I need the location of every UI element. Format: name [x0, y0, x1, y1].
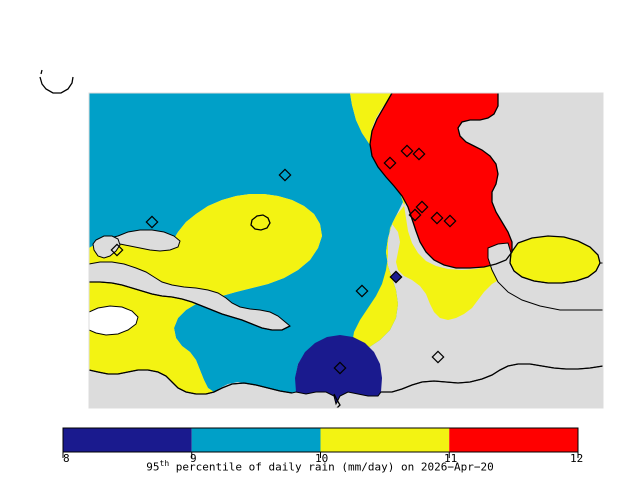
colorbar-tick-label-4: 12 — [570, 452, 584, 465]
region-band-9-10 — [89, 93, 407, 394]
colorbar-segment-10-11[interactable] — [320, 428, 450, 452]
colorbar-segment-8-9[interactable] — [63, 428, 192, 452]
station-marker[interactable] — [355, 284, 369, 298]
station-marker[interactable] — [430, 211, 444, 225]
colorbar-panel — [0, 420, 640, 480]
region-band-11-12 — [370, 93, 512, 268]
station-marker[interactable] — [400, 144, 414, 158]
colorbar-tick-label-3: 11 — [444, 452, 458, 465]
colorbar-tick-label-2: 10 — [315, 452, 329, 465]
map-panel — [39, 69, 604, 409]
colorbar-tick-label-0: 8 — [63, 452, 70, 465]
land-white-lake — [89, 305, 139, 336]
coastline-fragment-northwest — [39, 76, 74, 94]
colorbar-tick-label-1: 9 — [190, 452, 197, 465]
coastline-fragment-tick — [40, 69, 43, 75]
station-marker[interactable] — [443, 214, 457, 228]
colorbar-caption: 95th percentile of daily rain (mm/day) o… — [0, 459, 640, 474]
station-marker[interactable] — [415, 200, 429, 214]
region-band-10-11-east-island — [510, 236, 600, 283]
station-marker[interactable] — [145, 215, 159, 229]
station-markers — [110, 144, 457, 375]
map-frame — [88, 92, 604, 409]
station-marker[interactable] — [383, 156, 397, 170]
caption-superscript: th — [159, 459, 170, 468]
coastline-south-spit — [333, 393, 341, 408]
colorbar — [62, 427, 579, 458]
station-marker[interactable] — [412, 147, 426, 161]
station-marker[interactable] — [408, 208, 422, 222]
coastline-east-island — [509, 235, 601, 284]
caption-rest: percentile of daily rain (mm/day) on 202… — [169, 460, 494, 474]
colorbar-segment-9-10[interactable] — [191, 428, 321, 452]
station-marker-filled[interactable] — [389, 270, 403, 284]
coastline-south-east — [381, 363, 603, 393]
station-marker[interactable] — [278, 168, 292, 182]
station-marker[interactable] — [110, 243, 124, 257]
station-marker[interactable] — [431, 350, 445, 364]
colorbar-segment-11-12[interactable] — [449, 428, 578, 452]
caption-prefix: 95 — [146, 460, 160, 474]
contour-map — [39, 69, 604, 409]
coastline-inland-lake — [250, 214, 271, 231]
coastline-southwest — [89, 281, 291, 331]
region-band-10-11-northeast — [350, 93, 548, 352]
region-band-8-9 — [295, 335, 382, 404]
coastline-south — [89, 369, 293, 395]
station-marker[interactable] — [333, 361, 347, 375]
